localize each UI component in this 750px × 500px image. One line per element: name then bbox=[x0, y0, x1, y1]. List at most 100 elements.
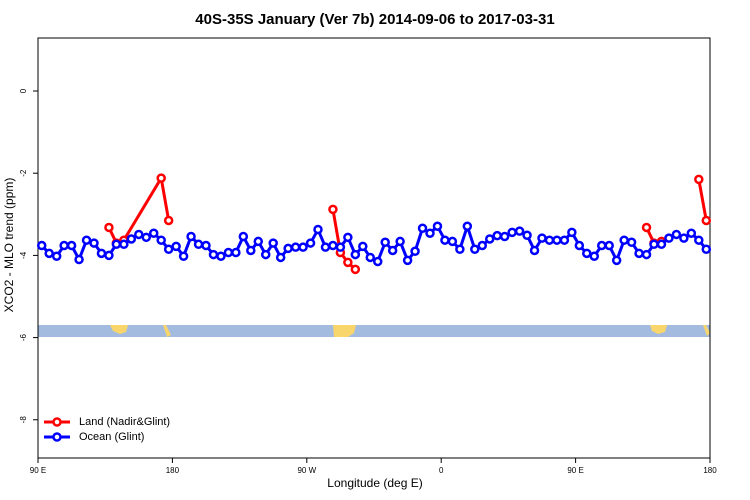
point bbox=[611, 255, 622, 266]
point bbox=[328, 240, 338, 251]
point bbox=[305, 238, 316, 248]
point bbox=[499, 231, 510, 242]
x-tick-label: 90 E bbox=[30, 466, 46, 475]
point bbox=[484, 234, 495, 244]
point bbox=[163, 244, 174, 254]
land-shape bbox=[650, 325, 667, 334]
point bbox=[104, 250, 114, 261]
y-tick-label: -4 bbox=[19, 251, 28, 259]
point bbox=[402, 255, 413, 266]
point bbox=[559, 235, 570, 245]
y-axis-label: XCO2 - MLO trend (ppm) bbox=[2, 178, 16, 313]
point bbox=[440, 235, 450, 245]
point bbox=[634, 248, 644, 259]
point bbox=[246, 245, 256, 256]
point bbox=[694, 235, 704, 245]
point bbox=[343, 232, 353, 243]
y-tick-label: -2 bbox=[19, 169, 28, 177]
point bbox=[365, 252, 376, 263]
point bbox=[596, 240, 607, 251]
point bbox=[514, 226, 525, 236]
point bbox=[148, 228, 159, 238]
land-shape bbox=[703, 325, 710, 336]
point bbox=[253, 236, 264, 247]
point bbox=[604, 240, 614, 251]
legend-label: Ocean (Glint) bbox=[79, 431, 144, 443]
point bbox=[694, 174, 704, 185]
point bbox=[96, 248, 107, 259]
point bbox=[223, 247, 234, 258]
legend-marker bbox=[52, 417, 62, 427]
point bbox=[44, 248, 54, 259]
point bbox=[275, 252, 286, 263]
point bbox=[619, 235, 629, 245]
map-strip bbox=[38, 325, 710, 337]
point bbox=[649, 239, 659, 250]
x-tick-label: 90 E bbox=[567, 466, 583, 475]
point bbox=[641, 249, 652, 260]
point bbox=[81, 235, 92, 245]
point bbox=[574, 240, 585, 251]
point bbox=[328, 204, 338, 215]
point bbox=[343, 257, 353, 268]
point bbox=[178, 251, 189, 261]
point bbox=[298, 242, 308, 252]
legend-label: Land (Nadir&Glint) bbox=[79, 416, 170, 428]
point bbox=[671, 229, 682, 240]
point bbox=[141, 232, 152, 243]
point bbox=[238, 231, 249, 242]
x-tick-label: 180 bbox=[703, 466, 717, 475]
point bbox=[537, 233, 547, 243]
x-tick-label: 0 bbox=[439, 466, 444, 475]
point bbox=[462, 221, 473, 231]
point bbox=[216, 251, 226, 261]
chart-title: 40S-35S January (Ver 7b) 2014-09-06 to 2… bbox=[195, 11, 554, 28]
point bbox=[350, 249, 361, 260]
point bbox=[201, 240, 211, 251]
y-tick-label: -8 bbox=[19, 416, 28, 424]
point bbox=[89, 238, 99, 248]
point bbox=[492, 230, 502, 241]
point bbox=[641, 222, 652, 233]
land-shape bbox=[163, 325, 171, 337]
point bbox=[59, 240, 69, 251]
point bbox=[335, 242, 346, 252]
point bbox=[36, 240, 47, 251]
point bbox=[477, 240, 488, 251]
point bbox=[268, 238, 278, 248]
point bbox=[701, 244, 712, 254]
land-shape bbox=[333, 325, 356, 337]
point bbox=[425, 228, 435, 238]
point bbox=[186, 231, 196, 242]
x-tick-label: 90 W bbox=[297, 466, 316, 475]
point bbox=[156, 173, 166, 183]
point bbox=[350, 264, 361, 275]
point bbox=[544, 235, 555, 245]
point bbox=[679, 233, 689, 243]
point bbox=[111, 239, 122, 250]
point bbox=[686, 228, 697, 238]
point bbox=[529, 245, 540, 256]
point bbox=[208, 249, 219, 260]
point bbox=[74, 254, 84, 265]
point bbox=[701, 215, 712, 226]
point bbox=[171, 241, 181, 252]
point bbox=[447, 236, 458, 247]
ocean-strip bbox=[38, 325, 710, 337]
point bbox=[589, 251, 600, 261]
point bbox=[66, 240, 77, 251]
point bbox=[231, 247, 241, 258]
point bbox=[156, 235, 166, 245]
point bbox=[410, 246, 420, 257]
point bbox=[358, 241, 368, 252]
point bbox=[119, 239, 129, 250]
point bbox=[395, 236, 405, 247]
point bbox=[320, 242, 331, 252]
point bbox=[380, 237, 390, 247]
point bbox=[313, 224, 323, 235]
point bbox=[455, 244, 465, 254]
point bbox=[582, 248, 592, 259]
point bbox=[432, 221, 443, 231]
point bbox=[134, 229, 144, 240]
